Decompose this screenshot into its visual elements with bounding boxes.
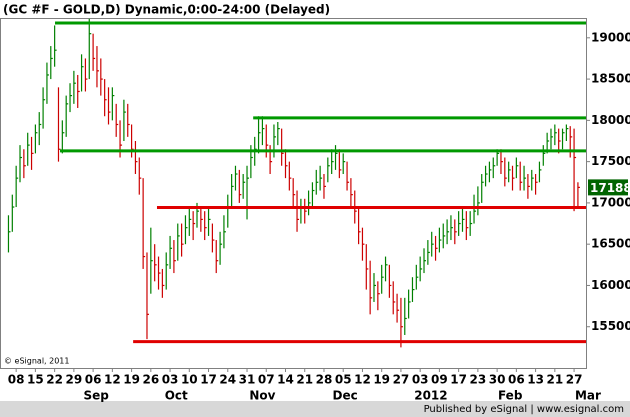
x-tick-label: 19 xyxy=(373,373,390,387)
x-tick-label: 03 xyxy=(162,373,179,387)
x-tick-label: 23 xyxy=(470,373,487,387)
x-tick-label: 03 xyxy=(412,373,429,387)
last-price-box xyxy=(588,179,628,196)
x-tick-label: 10 xyxy=(181,373,198,387)
y-tick-label: 15500 xyxy=(591,319,630,333)
x-tick-label: 17 xyxy=(200,373,217,387)
footer-bar xyxy=(0,401,630,417)
month-label: Mar xyxy=(575,389,601,403)
x-tick-label: 21 xyxy=(546,373,563,387)
x-tick-label: 07 xyxy=(258,373,275,387)
x-tick-label: 27 xyxy=(393,373,410,387)
x-tick-label: 21 xyxy=(296,373,313,387)
y-tick-label: 17000 xyxy=(591,195,630,209)
x-tick-label: 06 xyxy=(508,373,525,387)
x-tick-label: 09 xyxy=(431,373,448,387)
y-tick-label: 18000 xyxy=(591,113,630,127)
x-tick-label: 19 xyxy=(123,373,140,387)
last-price-label: 17188 xyxy=(590,181,630,195)
x-tick-label: 06 xyxy=(85,373,102,387)
x-tick-label: 12 xyxy=(104,373,121,387)
x-tick-label: 22 xyxy=(46,373,63,387)
y-tick-label: 17500 xyxy=(591,154,630,168)
x-tick-label: 24 xyxy=(219,373,236,387)
footer: Published by eSignal | www.esignal.com xyxy=(424,404,624,415)
x-tick-label: 28 xyxy=(316,373,333,387)
x-tick-label: 29 xyxy=(66,373,83,387)
month-label: Dec xyxy=(333,389,358,403)
month-label: Oct xyxy=(165,389,188,403)
y-tick-label: 18500 xyxy=(591,72,630,86)
x-tick-label: 12 xyxy=(354,373,371,387)
x-tick-label: 15 xyxy=(27,373,44,387)
month-label: Nov xyxy=(249,389,275,403)
y-tick-label: 19000 xyxy=(591,30,630,44)
x-tick-label: 30 xyxy=(489,373,506,387)
month-label: Sep xyxy=(84,389,110,403)
month-label: 2012 xyxy=(414,389,447,403)
x-tick-label: 27 xyxy=(566,373,583,387)
x-tick-label: 08 xyxy=(8,373,25,387)
x-tick-label: 17 xyxy=(450,373,467,387)
month-label: Feb xyxy=(498,389,523,403)
chart-title: (GC #F - GOLD,D) Dynamic,0:00-24:00 (Del… xyxy=(3,3,330,17)
x-tick-label: 13 xyxy=(527,373,544,387)
y-tick-label: 16000 xyxy=(591,278,630,292)
copyright: © eSignal, 2011 xyxy=(4,357,69,366)
x-tick-label: 14 xyxy=(277,373,294,387)
x-tick-label: 26 xyxy=(142,373,159,387)
y-tick-label: 16500 xyxy=(591,237,630,251)
x-tick-label: 05 xyxy=(335,373,352,387)
x-tick-label: 31 xyxy=(239,373,256,387)
